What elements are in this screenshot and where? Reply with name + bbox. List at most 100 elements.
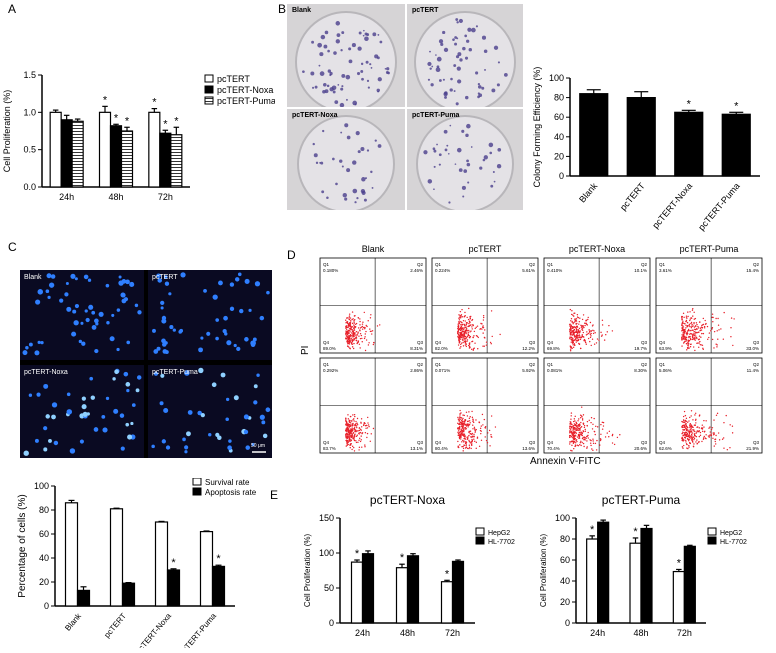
event-dot — [571, 433, 573, 435]
nucleus — [116, 347, 120, 352]
event-dot — [472, 435, 474, 437]
event-dot — [681, 337, 683, 339]
event-dot — [469, 342, 471, 344]
legend-swatch — [707, 527, 717, 536]
panel-b-letter: B — [278, 2, 287, 16]
event-dot — [463, 333, 466, 335]
event-dot — [577, 329, 580, 332]
event-dot — [462, 439, 464, 442]
event-dot — [461, 338, 464, 340]
event-dot — [483, 418, 486, 421]
event-dot — [348, 439, 350, 441]
event-dot — [681, 323, 683, 325]
event-dot — [347, 342, 350, 345]
event-dot — [578, 323, 580, 325]
event-dot — [686, 334, 688, 336]
event-dot — [593, 343, 596, 345]
event-dot — [358, 335, 360, 337]
bar — [211, 565, 226, 607]
nucleus — [211, 382, 217, 388]
nucleus — [79, 439, 84, 444]
quadrant-value: 70.4% — [547, 446, 560, 451]
image-label: Blank — [24, 274, 42, 281]
quadrant-label: Q1 — [659, 262, 666, 267]
event-dot — [732, 344, 734, 347]
nucleus — [208, 432, 212, 437]
quadrant-value: 8.30% — [634, 368, 647, 373]
event-dot — [580, 324, 582, 327]
event-dot — [579, 443, 581, 446]
event-dot — [702, 437, 705, 439]
colony — [481, 86, 485, 90]
event-dot — [346, 333, 349, 336]
event-dot — [347, 441, 349, 443]
event-dot — [353, 424, 355, 426]
colony — [493, 45, 499, 50]
colony — [345, 74, 351, 80]
colony — [477, 85, 482, 89]
event-dot — [350, 415, 352, 418]
nucleus — [101, 414, 106, 419]
event-dot — [570, 332, 572, 334]
event-dot — [602, 425, 605, 427]
event-dot — [467, 436, 469, 438]
event-dot — [693, 334, 695, 336]
event-dot — [364, 446, 366, 448]
panel-e-letter: E — [270, 488, 279, 502]
event-dot — [586, 447, 588, 449]
bar — [629, 542, 642, 624]
event-dot — [695, 435, 698, 438]
quadrant-label: Q2 — [641, 362, 648, 367]
event-dot — [574, 429, 576, 431]
event-dot — [583, 445, 585, 448]
event-dot — [590, 439, 592, 442]
event-dot — [692, 308, 694, 310]
event-dot — [718, 439, 721, 441]
event-dot — [725, 414, 727, 417]
event-dot — [582, 414, 585, 416]
event-dot — [372, 427, 375, 430]
event-dot — [481, 328, 483, 330]
event-dot — [361, 328, 364, 330]
event-dot — [690, 425, 693, 428]
event-dot — [464, 311, 466, 314]
event-dot — [572, 435, 574, 438]
event-dot — [583, 425, 586, 427]
event-dot — [457, 434, 459, 437]
event-dot — [354, 323, 357, 326]
event-dot — [681, 318, 683, 321]
legend-label: pcTERT-Noxa — [217, 85, 273, 95]
colony — [462, 195, 465, 198]
event-dot — [685, 338, 688, 341]
colony — [337, 83, 340, 86]
colony — [475, 25, 478, 28]
event-dot — [694, 335, 697, 337]
event-dot — [685, 327, 687, 329]
event-dot — [469, 316, 471, 318]
nucleus — [118, 280, 124, 286]
event-dot — [350, 430, 352, 432]
colony — [344, 123, 349, 128]
event-dot — [572, 429, 574, 431]
event-dot — [686, 438, 689, 440]
quadrant-value: 13.6% — [522, 446, 535, 451]
event-dot — [573, 318, 576, 320]
event-dot — [462, 426, 464, 428]
event-dot — [569, 348, 572, 350]
quadrant-label: Q3 — [417, 440, 424, 445]
event-dot — [576, 426, 578, 429]
nucleus — [94, 348, 99, 354]
colony — [331, 85, 337, 91]
colony — [459, 58, 463, 62]
event-dot — [459, 413, 461, 415]
nucleus — [215, 336, 219, 341]
event-dot — [715, 443, 717, 445]
event-dot — [703, 327, 706, 329]
colony — [366, 79, 370, 83]
nucleus — [259, 414, 265, 420]
event-dot — [700, 329, 703, 331]
event-dot — [364, 336, 366, 338]
quadrant-label: Q4 — [659, 440, 666, 445]
event-dot — [490, 436, 492, 438]
event-dot — [579, 416, 582, 419]
